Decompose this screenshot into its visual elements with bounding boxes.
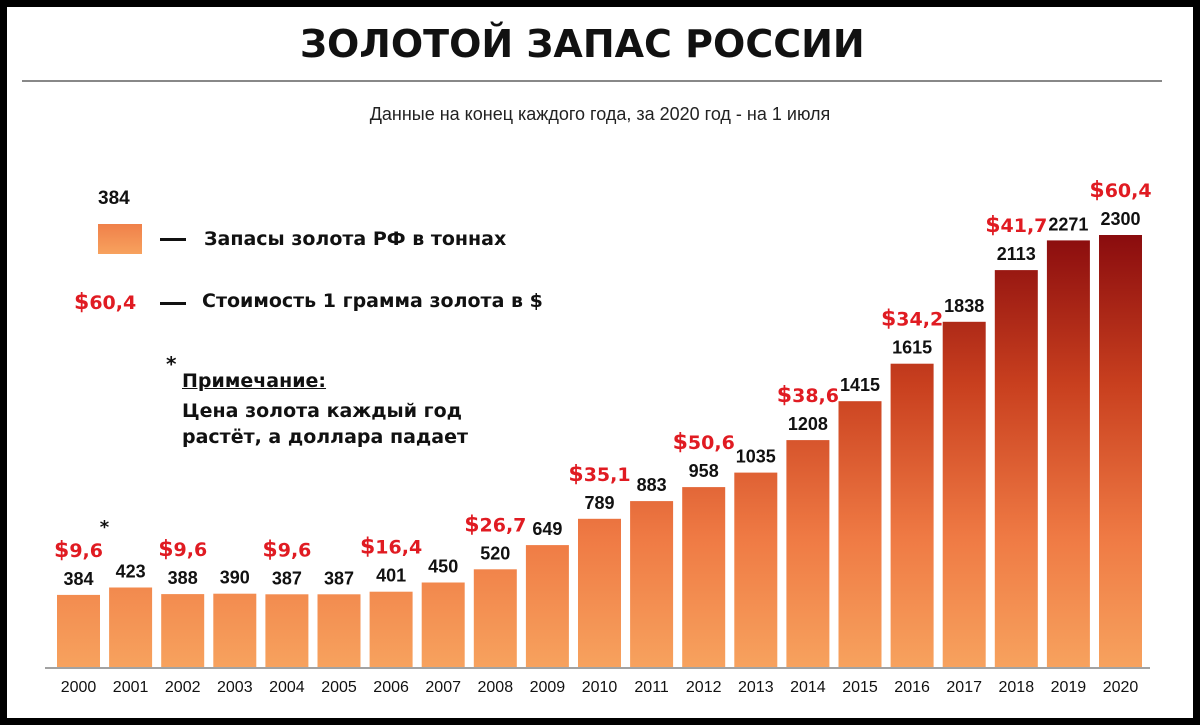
bar-value-label-2012: 958 [689,461,719,481]
bar-2017 [943,322,986,667]
bar-2018 [995,270,1038,667]
x-tick-label-2019: 2019 [1051,679,1087,696]
price-label-2004: $9,6 [262,537,311,562]
x-tick-label-2015: 2015 [842,679,878,696]
bar-value-label-2000: 384 [63,569,93,589]
bar-2010 [578,519,621,667]
bar-2001 [109,588,152,668]
bar-2014 [786,440,829,667]
bar-value-label-2011: 883 [637,475,667,495]
bar-2015 [839,401,882,667]
x-tick-label-2006: 2006 [373,679,409,696]
bar-value-label-2007: 450 [428,557,458,577]
bar-value-label-2008: 520 [480,543,510,563]
bar-value-label-2016: 1615 [892,338,932,358]
bar-value-label-2006: 401 [376,566,406,586]
bar-2016 [891,364,934,667]
x-tick-label-2001: 2001 [113,679,149,696]
price-label-2002: $9,6 [158,537,207,562]
bar-2013 [734,473,777,667]
price-label-2008: $26,7 [464,512,526,537]
x-tick-label-2007: 2007 [425,679,461,696]
bar-value-label-2020: 2300 [1100,209,1140,229]
price-label-2018: $41,7 [985,213,1047,238]
bar-value-label-2002: 388 [168,568,198,588]
bar-2004 [265,594,308,667]
bar-value-label-2010: 789 [584,493,614,513]
price-label-2016: $34,2 [881,307,943,332]
bar-value-label-2018: 2113 [997,244,1036,264]
bar-2005 [318,594,361,667]
x-tick-label-2000: 2000 [61,679,97,696]
bar-2000 [57,595,100,667]
bar-2009 [526,545,569,667]
x-tick-label-2012: 2012 [686,679,722,696]
bar-2020 [1099,235,1142,667]
x-tick-label-2011: 2011 [634,679,669,696]
x-tick-label-2008: 2008 [478,679,514,696]
x-tick-label-2016: 2016 [894,679,930,696]
price-label-2000: $9,6 [54,538,103,563]
x-tick-label-2020: 2020 [1103,679,1139,696]
price-label-2010: $35,1 [568,462,630,487]
x-tick-label-2004: 2004 [269,679,305,696]
bars-layer: 384 2000 423 2001 388 2002 390 2003 387 2004 387 20… [45,178,1152,696]
x-tick-label-2018: 2018 [999,679,1035,696]
x-tick-label-2009: 2009 [530,679,566,696]
x-tick-label-2005: 2005 [321,679,357,696]
bar-value-label-2013: 1035 [736,447,776,467]
bar-2007 [422,583,465,668]
x-tick-label-2013: 2013 [738,679,774,696]
price-label-2012: $50,6 [673,430,735,455]
x-tick-label-2010: 2010 [582,679,618,696]
price-footnote-star-2000: * [100,517,110,538]
bar-2006 [370,592,413,667]
x-tick-label-2014: 2014 [790,679,826,696]
bar-2002 [161,594,204,667]
bar-2011 [630,501,673,667]
bar-value-label-2017: 1838 [944,296,984,316]
bar-2008 [474,569,517,667]
bar-2003 [213,594,256,667]
price-label-2006: $16,4 [360,535,422,560]
bar-value-label-2009: 649 [532,519,562,539]
price-label-2020: $60,4 [1089,178,1151,203]
x-tick-label-2003: 2003 [217,679,253,696]
price-label-2014: $38,6 [777,383,839,408]
bar-value-label-2001: 423 [116,562,146,582]
bar-value-label-2019: 2271 [1048,214,1088,234]
bar-value-label-2003: 390 [220,568,250,588]
bar-value-label-2015: 1415 [840,375,880,395]
bar-value-label-2014: 1208 [788,414,828,434]
bar-value-label-2004: 387 [272,568,302,588]
bar-2019 [1047,240,1090,667]
bar-value-label-2005: 387 [324,568,354,588]
x-tick-label-2002: 2002 [165,679,201,696]
x-tick-label-2017: 2017 [946,679,982,696]
bar-2012 [682,487,725,667]
